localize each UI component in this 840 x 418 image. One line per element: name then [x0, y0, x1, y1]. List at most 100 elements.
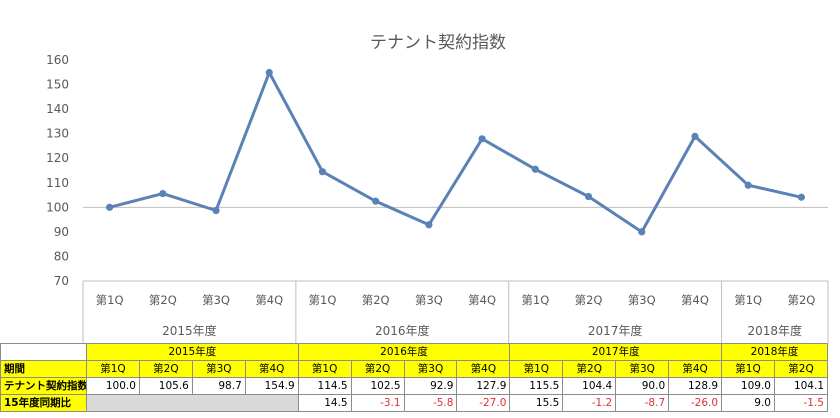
data-point — [744, 181, 752, 189]
x-tick-label: 第2Q — [575, 293, 603, 307]
year-group-label: 2017年度 — [588, 323, 643, 338]
data-point — [212, 206, 220, 215]
data-point — [478, 135, 486, 143]
data-point — [106, 203, 114, 211]
x-tick-label: 第1Q — [96, 293, 124, 307]
data-point — [638, 228, 646, 236]
table-yoy-cell: -26.0 — [668, 394, 723, 412]
data-point — [531, 165, 539, 173]
data-point — [797, 193, 805, 201]
table-period-cell: 第3Q — [615, 360, 670, 378]
table-yoy-cell: -3.1 — [350, 394, 405, 412]
table-yoy-cell: -8.7 — [615, 394, 670, 412]
x-axis: 第1Q 第2Q 第3Q 第4Q 第1Q 第2Q 第3Q 第4Q 第1Q 第2Q 第3Q 第4Q 第1Q 第… — [82, 280, 829, 343]
table-year-header: 2017年度 — [509, 343, 723, 361]
data-point — [265, 68, 273, 77]
x-tick-label: 第3Q — [628, 293, 656, 307]
plot-area — [83, 68, 828, 236]
table-period-cell: 第2Q — [773, 360, 829, 378]
y-tick-label: 80 — [54, 249, 69, 263]
table-index-cell: 114.5 — [297, 377, 352, 395]
x-tick-label: 第1Q — [521, 293, 549, 307]
y-tick-label: 150 — [46, 78, 69, 92]
yoy-row: 15年度同期比 14.5 -3.1 -5.8 -27.0 15.5 -1.2 -8.7 -26… — [0, 394, 829, 412]
period-row: 期間 第1Q 第2Q 第3Q 第4Q 第1Q 第2Q 第3Q 第4Q 第1Q 第2Q 第3Q 第4Q 第… — [0, 360, 829, 378]
y-tick-label: 90 — [54, 225, 69, 239]
table-period-cell: 第1Q — [86, 360, 140, 378]
x-tick-label: 第1Q — [734, 293, 762, 307]
table-period-cell: 第4Q — [456, 360, 511, 378]
index-row: テナント契約指数 100.0 105.6 98.7 154.9 114.5 102.5 92… — [0, 377, 829, 395]
year-group-label: 2015年度 — [162, 323, 217, 338]
x-tick-label: 第2Q — [362, 293, 390, 307]
index-row-label: テナント契約指数 — [0, 377, 87, 395]
x-tick-label: 第4Q — [468, 293, 496, 307]
y-tick-label: 70 — [54, 274, 69, 288]
table-index-cell: 104.1 — [773, 377, 829, 395]
table-yoy-cell: 15.5 — [509, 394, 564, 412]
chart-title: テナント契約指数 — [370, 33, 506, 53]
line-chart: テナント契約指数 70 80 90 100 110 120 130 140 150 160 第1Q… — [46, 33, 829, 343]
table-index-cell: 98.7 — [191, 377, 246, 395]
y-tick-label: 100 — [46, 200, 69, 214]
y-tick-label: 120 — [46, 151, 69, 165]
data-point — [372, 197, 380, 205]
table-year-header: 2016年度 — [297, 343, 511, 361]
y-tick-label: 130 — [46, 127, 69, 141]
table-period-cell: 第2Q — [562, 360, 617, 378]
table-index-cell: 115.5 — [509, 377, 564, 395]
year-group-label: 2018年度 — [748, 323, 803, 338]
table-year-header: 2018年度 — [721, 343, 828, 361]
x-tick-label: 第3Q — [415, 293, 443, 307]
x-tick-label: 第3Q — [202, 293, 230, 307]
table-period-cell: 第4Q — [244, 360, 299, 378]
period-row-label: 期間 — [0, 360, 87, 378]
table-index-cell: 100.0 — [86, 377, 140, 395]
table-period-cell: 第4Q — [668, 360, 723, 378]
y-tick-label: 110 — [46, 176, 69, 190]
year-header-row: 2015年度 2016年度 2017年度 2018年度 — [0, 343, 828, 361]
table-period-cell: 第1Q — [721, 360, 775, 378]
table-period-cell: 第2Q — [350, 360, 405, 378]
table-index-cell: 102.5 — [350, 377, 405, 395]
table-period-cell: 第1Q — [509, 360, 564, 378]
table-yoy-cell: -5.8 — [403, 394, 458, 412]
x-tick-label: 第4Q — [255, 293, 283, 307]
data-point — [318, 168, 327, 176]
table-period-cell: 第2Q — [138, 360, 193, 378]
data-point — [584, 192, 593, 201]
series-line — [109, 71, 802, 234]
y-tick-label: 140 — [46, 102, 69, 116]
data-table: 2015年度 2016年度 2017年度 2018年度 期間 第1Q 第2Q 第3Q 第4Q… — [0, 343, 829, 412]
x-tick-label: 第4Q — [681, 293, 709, 307]
data-point — [691, 132, 699, 140]
table-index-cell: 109.0 — [721, 377, 775, 395]
x-tick-label: 第1Q — [309, 293, 337, 307]
table-yoy-empty — [86, 394, 299, 412]
data-point — [159, 189, 167, 198]
table-corner — [0, 343, 87, 361]
table-yoy-cell: -27.0 — [456, 394, 511, 412]
table-index-cell: 128.9 — [668, 377, 723, 395]
table-index-cell: 104.4 — [562, 377, 617, 395]
table-yoy-cell: 14.5 — [297, 394, 352, 412]
table-yoy-cell: 9.0 — [721, 394, 775, 412]
table-period-cell: 第3Q — [191, 360, 246, 378]
table-index-cell: 90.0 — [615, 377, 670, 395]
table-period-cell: 第1Q — [297, 360, 352, 378]
data-point — [425, 221, 433, 229]
y-tick-label: 160 — [46, 53, 69, 67]
yoy-row-label: 15年度同期比 — [0, 394, 87, 412]
table-yoy-cell: -1.5 — [773, 394, 829, 412]
x-tick-label: 第2Q — [149, 293, 177, 307]
year-group-label: 2016年度 — [375, 323, 430, 338]
table-index-cell: 154.9 — [244, 377, 299, 395]
table-index-cell: 127.9 — [456, 377, 511, 395]
table-period-cell: 第3Q — [403, 360, 458, 378]
y-axis: 70 80 90 100 110 120 130 140 150 160 — [46, 53, 69, 288]
table-yoy-cell: -1.2 — [562, 394, 617, 412]
table-index-cell: 105.6 — [138, 377, 193, 395]
x-tick-label: 第2Q — [787, 293, 815, 307]
table-year-header: 2015年度 — [86, 343, 299, 361]
table-index-cell: 92.9 — [403, 377, 458, 395]
